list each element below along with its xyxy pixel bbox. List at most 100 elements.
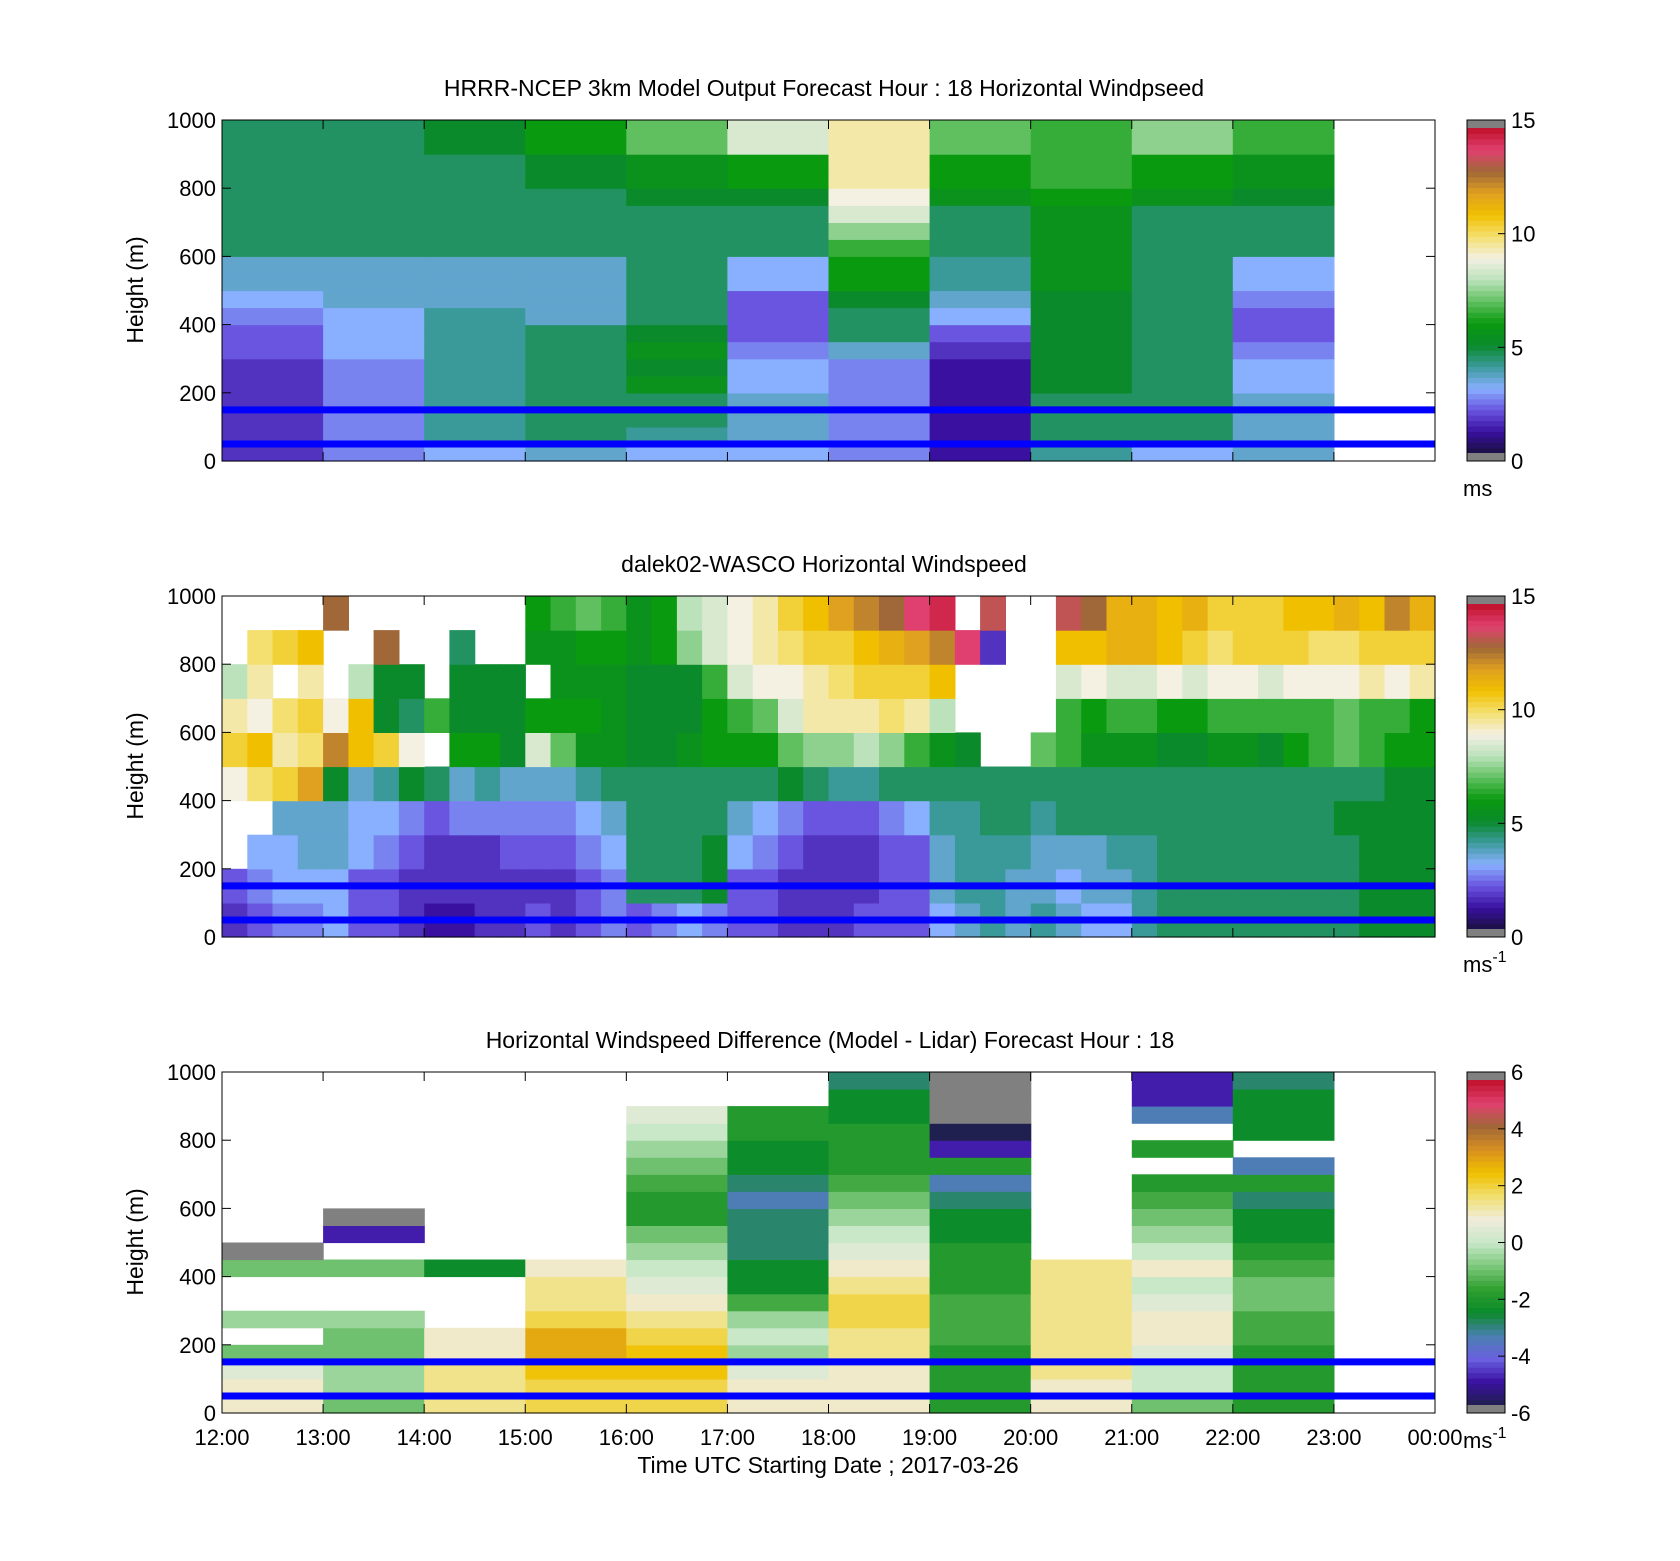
heatmap-cell bbox=[626, 188, 728, 206]
colorbar-segment bbox=[1467, 918, 1505, 925]
heatmap-cell bbox=[323, 1344, 425, 1363]
heatmap-cell bbox=[373, 698, 400, 733]
heatmap-cell bbox=[853, 664, 880, 699]
heatmap-cell bbox=[1157, 800, 1183, 836]
heatmap-cell bbox=[601, 596, 627, 631]
panel-lidar-title: dalek02-WASCO Horizontal Windspeed bbox=[621, 551, 1027, 577]
heatmap-cell bbox=[424, 392, 526, 411]
heatmap-cell bbox=[222, 205, 324, 223]
heatmap-cell bbox=[828, 596, 855, 631]
heatmap-cell bbox=[929, 1396, 1032, 1414]
heatmap-cell bbox=[828, 426, 931, 445]
colorbar-segment bbox=[1467, 415, 1505, 422]
heatmap-cell bbox=[929, 1327, 1032, 1346]
colorbar-segment bbox=[1467, 1285, 1505, 1292]
panel-lidar-ylabel: Height (m) bbox=[122, 712, 148, 819]
colorbar-segment bbox=[1467, 1280, 1505, 1287]
heatmap-cell bbox=[702, 698, 728, 733]
heatmap-cell bbox=[803, 596, 830, 631]
y-tick-label: 0 bbox=[204, 1401, 216, 1426]
colorbar-segment bbox=[1467, 328, 1505, 335]
heatmap-cell bbox=[1081, 800, 1108, 836]
heatmap-cell bbox=[525, 426, 627, 445]
panel-difference: Horizontal Windspeed Difference (Model -… bbox=[122, 1027, 1531, 1478]
colorbar-segment bbox=[1467, 268, 1505, 275]
heatmap-cell bbox=[1055, 596, 1082, 631]
heatmap-cell bbox=[550, 630, 577, 665]
heatmap-cell bbox=[222, 290, 324, 309]
heatmap-cell bbox=[1081, 630, 1108, 665]
colorbar-segment bbox=[1467, 669, 1505, 675]
heatmap-cell bbox=[272, 800, 299, 836]
heatmap-cell bbox=[929, 171, 1032, 189]
colorbar-segment bbox=[1467, 1231, 1505, 1238]
heatmap-cell bbox=[222, 324, 324, 343]
heatmap-cell bbox=[879, 766, 905, 802]
heatmap-cell bbox=[828, 1327, 931, 1346]
heatmap-cell bbox=[323, 290, 425, 309]
colorbar-segment bbox=[1467, 295, 1505, 302]
colorbar-segment bbox=[1467, 1096, 1505, 1103]
heatmap-cell bbox=[424, 341, 526, 360]
heatmap-cell bbox=[626, 1276, 728, 1295]
heatmap-cell bbox=[778, 630, 804, 665]
colorbar-segment bbox=[1467, 1139, 1505, 1146]
heatmap-cell bbox=[1131, 1327, 1234, 1346]
heatmap-cell bbox=[626, 664, 653, 699]
heatmap-cell bbox=[778, 800, 804, 836]
heatmap-cell bbox=[323, 443, 425, 462]
heatmap-cell bbox=[1359, 732, 1386, 768]
heatmap-cell bbox=[1030, 188, 1133, 206]
heatmap-cell bbox=[1106, 698, 1133, 733]
heatmap-cell bbox=[1409, 596, 1436, 631]
heatmap-cell bbox=[424, 698, 451, 733]
heatmap-cell bbox=[1384, 800, 1411, 836]
heatmap-cell bbox=[651, 596, 678, 631]
colorbar-segment bbox=[1467, 138, 1505, 145]
heatmap-cell bbox=[1131, 1378, 1234, 1397]
heatmap-cell bbox=[1030, 1276, 1133, 1295]
heatmap-cell bbox=[1409, 732, 1436, 768]
heatmap-cell bbox=[828, 324, 931, 343]
heatmap-cell bbox=[1106, 834, 1133, 870]
heatmap-cell bbox=[803, 630, 830, 665]
colorbar-segment bbox=[1467, 1372, 1505, 1379]
colorbar-segment bbox=[1467, 285, 1505, 292]
heatmap-cell bbox=[1030, 205, 1133, 223]
colorbar-segment bbox=[1467, 1329, 1505, 1336]
heatmap-cell bbox=[424, 137, 526, 155]
heatmap-cell bbox=[500, 698, 526, 733]
heatmap-cell bbox=[550, 834, 577, 870]
heatmap-cell bbox=[904, 698, 931, 733]
colorbar-segment bbox=[1467, 1334, 1505, 1341]
heatmap-cell bbox=[424, 1327, 526, 1346]
heatmap-cell bbox=[323, 375, 425, 394]
colorbar-segment bbox=[1467, 734, 1505, 740]
panel-model-title: HRRR-NCEP 3km Model Output Forecast Hour… bbox=[444, 75, 1204, 101]
heatmap-cell bbox=[550, 698, 577, 733]
heatmap-cell bbox=[575, 834, 602, 870]
heatmap-cell bbox=[222, 1396, 324, 1414]
heatmap-cell bbox=[676, 596, 703, 631]
heatmap-cell bbox=[1131, 1396, 1234, 1414]
colorbar-unit: ms-1 bbox=[1463, 1425, 1507, 1453]
colorbar-segment bbox=[1467, 366, 1505, 373]
colorbar-segment bbox=[1467, 831, 1505, 838]
heatmap-cell bbox=[398, 732, 425, 768]
y-tick-label: 1000 bbox=[167, 584, 216, 609]
heatmap-cell bbox=[1283, 766, 1310, 802]
heatmap-cell bbox=[1258, 732, 1284, 768]
heatmap-cell bbox=[828, 1242, 931, 1261]
heatmap-cell bbox=[778, 732, 804, 768]
heatmap-cell bbox=[323, 324, 425, 343]
heatmap-cell bbox=[525, 1396, 627, 1414]
heatmap-cell bbox=[929, 1378, 1032, 1397]
heatmap-cell bbox=[803, 834, 830, 870]
colorbar-segment bbox=[1467, 609, 1505, 616]
heatmap-cell bbox=[1258, 698, 1284, 733]
heatmap-cell bbox=[424, 409, 526, 428]
heatmap-cell bbox=[1308, 732, 1335, 768]
heatmap-cell bbox=[323, 1378, 425, 1397]
colorbar-segment bbox=[1467, 1345, 1505, 1352]
heatmap-cell bbox=[626, 1327, 728, 1346]
